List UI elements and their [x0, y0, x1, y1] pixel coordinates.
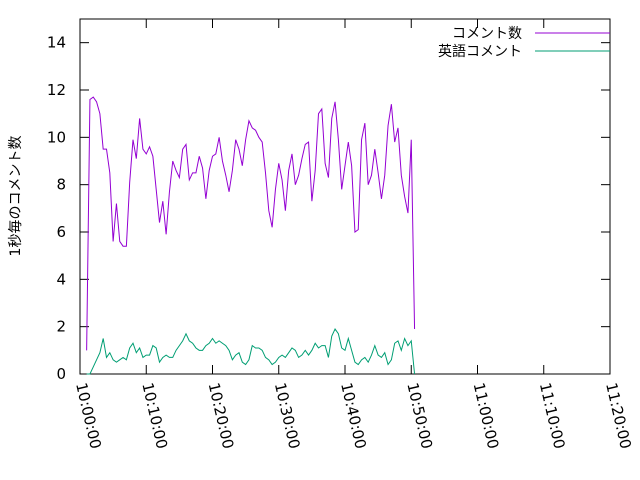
series-line-1 [86, 96, 416, 351]
legend-label: コメント数 [452, 26, 522, 42]
y-tick-label: 6 [56, 223, 66, 241]
y-axis: 0 2 4 6 8 10 12 14 [47, 34, 610, 383]
x-tick-label: 11:10:00 [536, 381, 569, 451]
x-axis: 10:00:00 10:10:00 10:20:00 10:30:00 10:40:00… [72, 19, 635, 451]
y-tick-label: 0 [56, 365, 66, 383]
y-tick-label: 8 [56, 176, 66, 194]
y-tick-label: 4 [56, 270, 66, 288]
x-tick-label: 10:40:00 [337, 381, 370, 451]
y-tick-label: 12 [47, 81, 66, 99]
x-tick-label: 10:20:00 [205, 381, 238, 451]
y-tick-label: 14 [47, 34, 66, 52]
y-axis-title: 1秒毎のコメント数 [8, 136, 24, 257]
x-tick-label: 10:50:00 [403, 381, 436, 451]
series-line-2 [86, 328, 416, 375]
legend-label: 英語コメント [438, 43, 522, 60]
y-tick-label: 10 [47, 128, 66, 146]
x-tick-label: 10:30:00 [271, 381, 304, 451]
x-tick-label: 10:00:00 [72, 381, 105, 451]
x-tick-label: 11:00:00 [470, 381, 503, 451]
series-lines [86, 96, 416, 375]
y-tick-label: 2 [56, 318, 66, 336]
x-tick-label: 10:10:00 [138, 381, 171, 451]
plot-frame [79, 18, 611, 375]
x-tick-label: 11:20:00 [602, 381, 635, 451]
